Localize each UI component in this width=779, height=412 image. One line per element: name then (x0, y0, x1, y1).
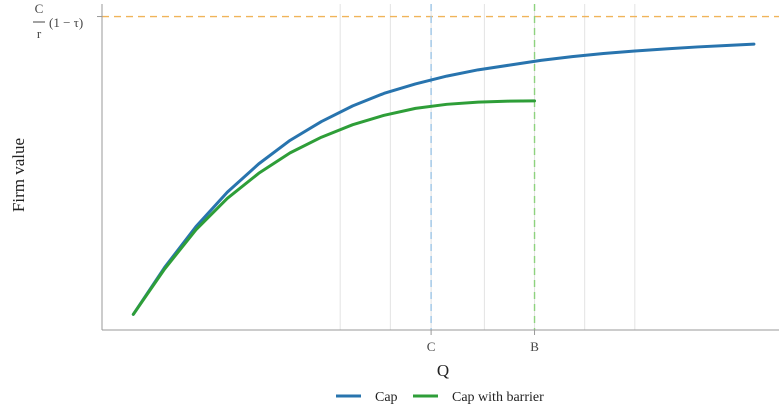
y-reference-denominator: r (37, 26, 42, 41)
series-line-0 (131, 42, 756, 316)
series-line-1 (131, 99, 537, 316)
legend: Cap Cap with barrier (336, 390, 544, 405)
x-tick-label-0: C (427, 339, 436, 354)
reference-lines (102, 4, 779, 330)
legend-label-cap: Cap (375, 390, 398, 405)
y-reference-numerator: C (35, 1, 44, 16)
series-layer (131, 42, 756, 316)
y-reference-tail: (1 − τ) (49, 15, 83, 30)
axes-layer (97, 4, 779, 335)
y-reference-label: C r (1 − τ) (33, 1, 83, 41)
legend-label-cap-with-barrier: Cap with barrier (452, 390, 544, 405)
x-tick-label-1: B (530, 339, 539, 354)
x-axis-label: Q (437, 361, 449, 380)
y-axis-label: Firm value (9, 138, 28, 212)
grid-layer (339, 4, 636, 330)
